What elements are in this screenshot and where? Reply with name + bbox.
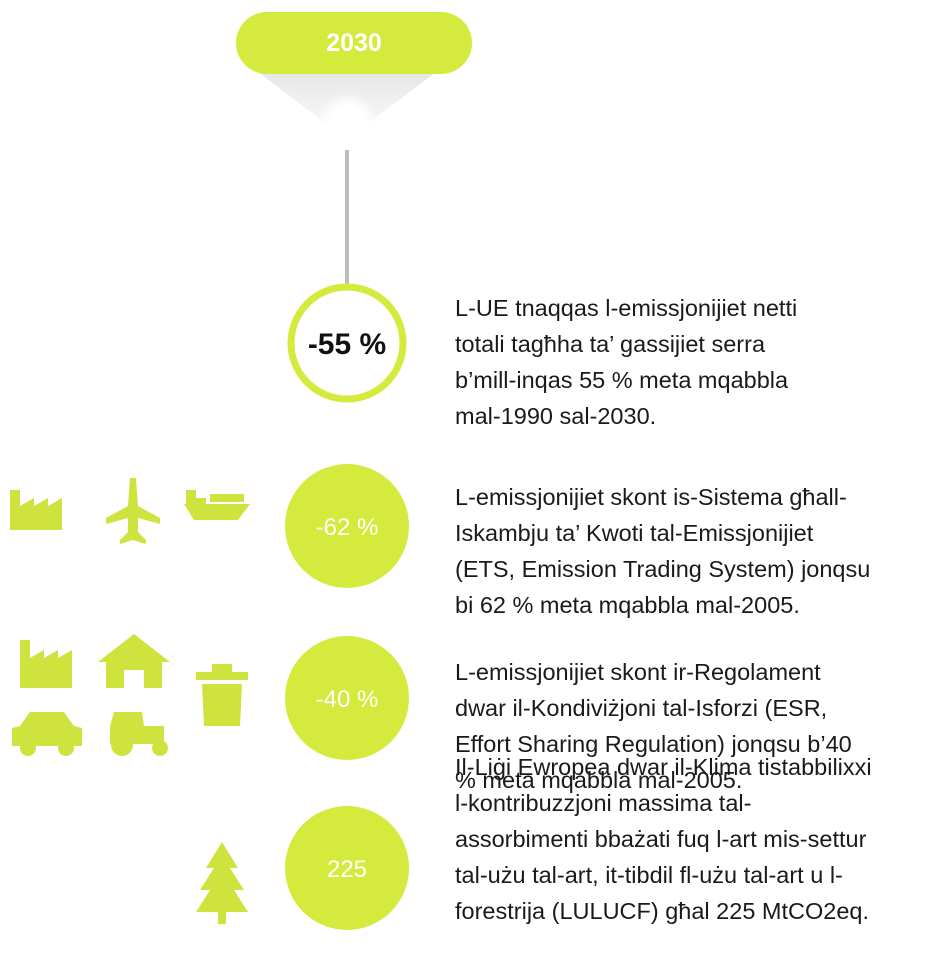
wheel [152, 740, 168, 756]
description-line: (ETS, Emission Trading System) jonqsu [455, 556, 870, 582]
trash-icon [196, 664, 248, 726]
year-pill [236, 12, 472, 74]
badge: -62 % [316, 514, 379, 541]
badge-circle [285, 806, 409, 930]
description-line: totali tagħha ta’ gassijiet serra [455, 331, 766, 357]
badge: -40 % [316, 686, 379, 713]
plane-icon [106, 478, 160, 544]
description-line: Il-Liġi Ewropea dwar il-Klima tistabbili… [455, 754, 872, 780]
description-line: Effort Sharing Regulation) jonqsu b’40 [455, 731, 852, 757]
description-line: L-UE tnaqqas l-emissjonijiet netti [455, 295, 797, 321]
description-line: l-kontribuzzjoni massima tal- [455, 790, 751, 816]
badge: -55 % [308, 328, 386, 361]
wheel [58, 740, 74, 756]
tree-icon [196, 842, 248, 924]
description-line: L-emissjonijiet skont ir-Regolament [455, 659, 821, 685]
factory-icon [10, 490, 62, 530]
icons [10, 478, 250, 924]
description-line: % meta mqabbla mal-2005. [455, 767, 742, 793]
description-line: b’mill-inqas 55 % meta mqabbla [455, 367, 789, 393]
wheel [20, 740, 36, 756]
wheel [111, 734, 133, 756]
description-line: forestrija (LULUCF) għal 225 MtCO2eq. [455, 898, 869, 924]
description-line: tal-użu tal-art, it-tibdil fl-użu tal-ar… [455, 862, 843, 888]
factory-icon [20, 640, 72, 688]
badge: 225 [327, 856, 367, 883]
car-icon [12, 712, 82, 746]
description-line: bi 62 % meta mqabbla mal-2005. [455, 592, 800, 618]
badge-circle [285, 464, 409, 588]
badge-ring [287, 283, 407, 403]
badge-circle [285, 636, 409, 760]
house-icon [98, 634, 170, 688]
description-line: Iskambju ta’ Kwoti tal-Emissjonijiet [455, 520, 814, 546]
glow [317, 92, 377, 152]
description-line: assorbimenti bbażati fuq l-art mis-settu… [455, 826, 867, 852]
year-label: 2030 [326, 29, 382, 57]
description-line: L-emissjonijiet skont is-Sistema għall- [455, 484, 847, 510]
ship-icon [184, 490, 250, 520]
description-line: mal-1990 sal-2030. [455, 403, 656, 429]
description-line: dwar il-Kondiviżjoni tal-Isforzi (ESR, [455, 695, 827, 721]
